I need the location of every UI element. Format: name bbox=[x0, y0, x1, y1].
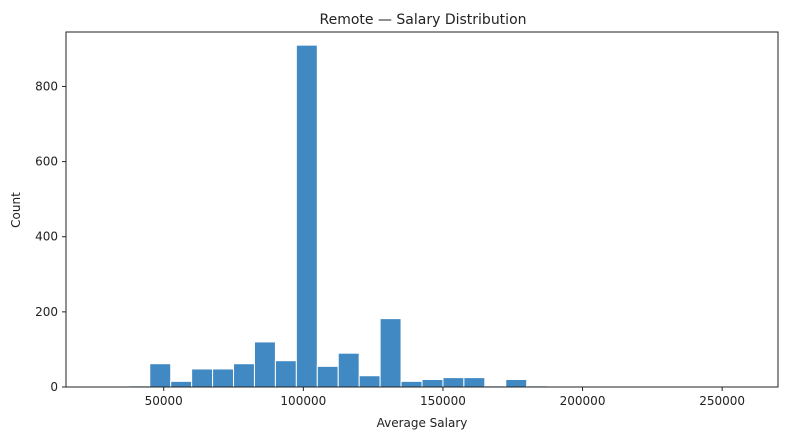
histogram-bar bbox=[274, 360, 297, 388]
y-axis-title: Count bbox=[9, 192, 23, 228]
histogram-bar bbox=[379, 318, 402, 388]
y-tick-label: 400 bbox=[35, 230, 58, 244]
histogram-bar bbox=[149, 363, 172, 388]
x-axis-title: Average Salary bbox=[377, 416, 468, 430]
histogram-bar bbox=[358, 375, 381, 388]
histogram-bar bbox=[421, 378, 444, 388]
x-tick-label: 100000 bbox=[280, 394, 326, 408]
bars-group bbox=[128, 44, 549, 388]
histogram-bar bbox=[442, 377, 465, 388]
histogram-bar bbox=[295, 44, 318, 388]
x-axis: 50000 100000 150000 200000 250000 bbox=[145, 387, 745, 408]
plot-frame bbox=[65, 31, 779, 388]
histogram-bar bbox=[400, 380, 423, 388]
histogram-bar bbox=[170, 380, 193, 388]
y-axis: 0 200 400 600 800 bbox=[35, 79, 66, 394]
x-tick-label: 250000 bbox=[699, 394, 745, 408]
histogram-bar bbox=[505, 378, 528, 388]
y-tick-label: 200 bbox=[35, 305, 58, 319]
y-tick-label: 600 bbox=[35, 155, 58, 169]
histogram-bar bbox=[253, 341, 276, 388]
histogram-bar bbox=[191, 368, 214, 388]
histogram-bar bbox=[233, 363, 255, 388]
histogram-bar bbox=[316, 365, 339, 388]
histogram-bar bbox=[337, 352, 360, 388]
y-tick-label: 800 bbox=[35, 79, 58, 93]
x-tick-label: 150000 bbox=[420, 394, 466, 408]
histogram-bar bbox=[463, 377, 486, 388]
y-tick-label: 0 bbox=[50, 380, 58, 394]
chart-title: Remote — Salary Distribution bbox=[319, 12, 526, 28]
histogram-bar bbox=[212, 368, 235, 388]
x-tick-label: 50000 bbox=[145, 394, 183, 408]
x-tick-label: 200000 bbox=[560, 394, 606, 408]
